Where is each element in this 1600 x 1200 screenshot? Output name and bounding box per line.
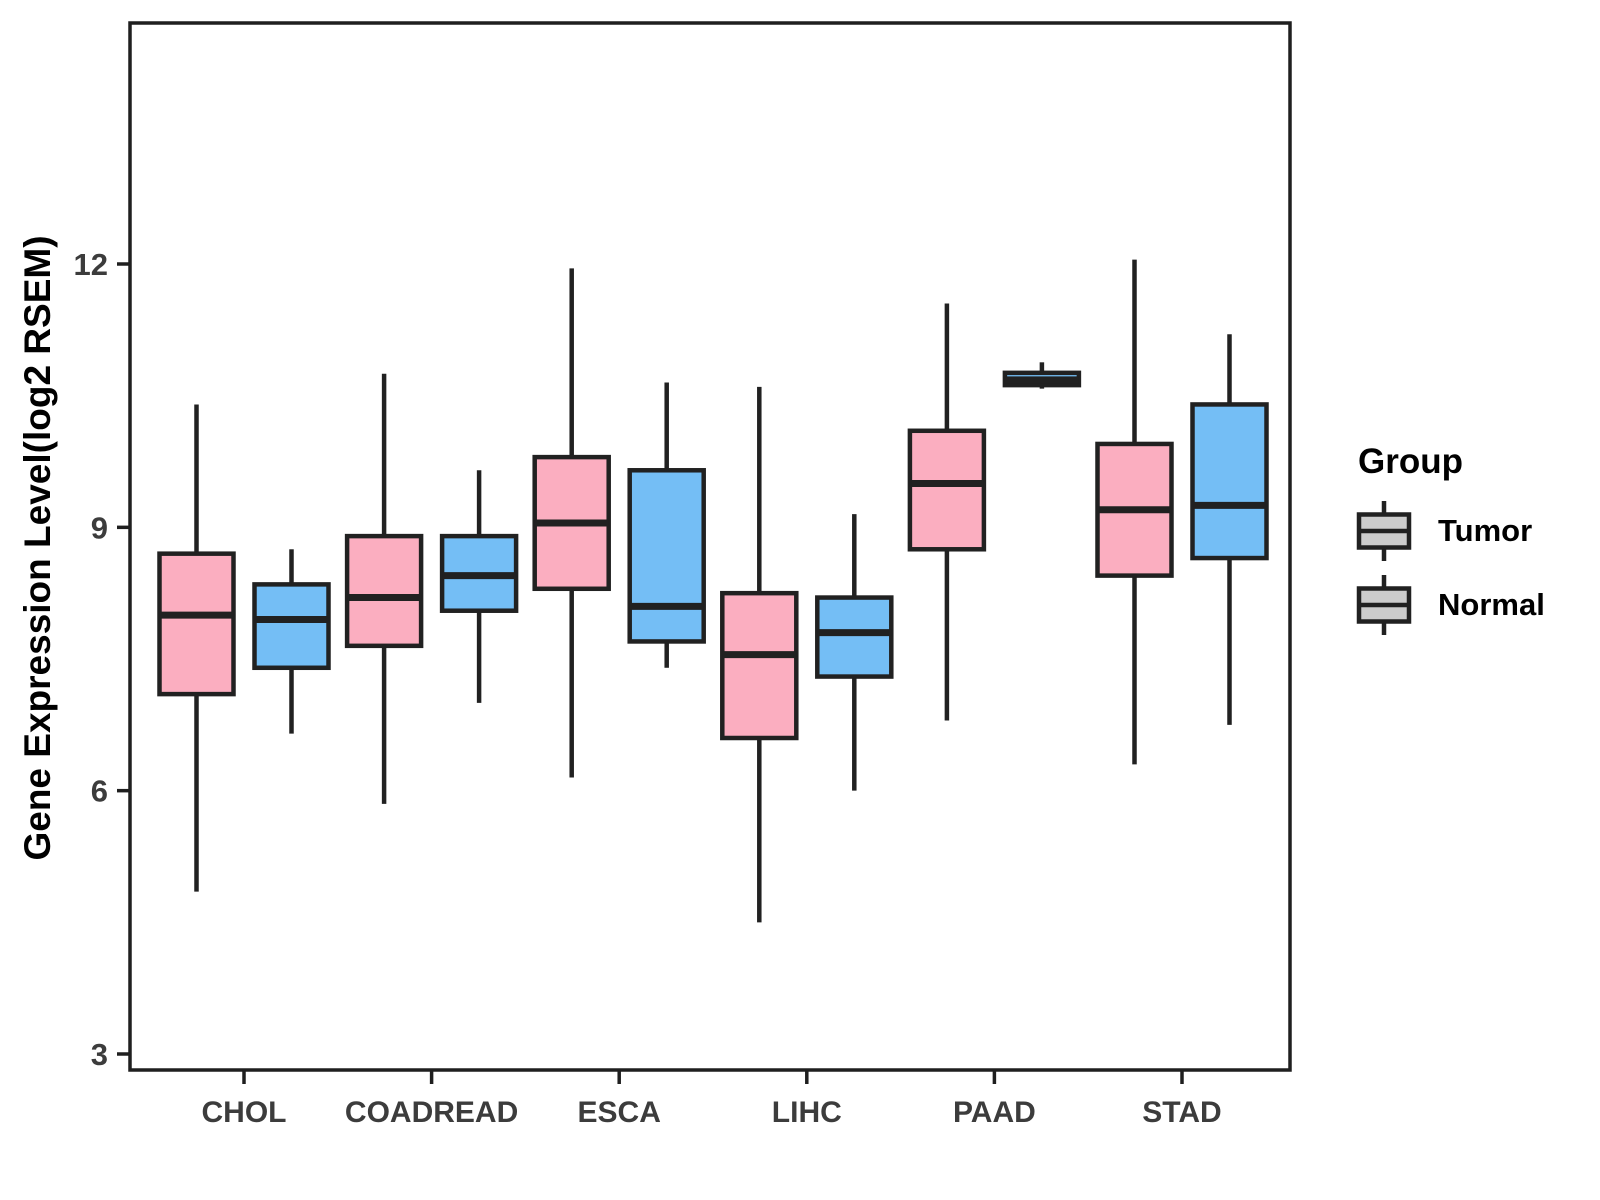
box-tumor-LIHC	[720, 590, 799, 741]
box-normal-LIHC	[815, 595, 894, 679]
legend-entry-tumor: Tumor	[1356, 498, 1586, 564]
box-tumor-COADREAD	[344, 533, 424, 649]
box-tumor-CHOL	[157, 551, 236, 697]
legend-label-tumor: Tumor	[1438, 513, 1533, 548]
x-tick-label-ESCA: ESCA	[578, 1096, 661, 1129]
legend-label-normal: Normal	[1438, 587, 1545, 622]
y-tick-label-6: 6	[91, 774, 108, 809]
x-tick-label-PAAD: PAAD	[953, 1096, 1036, 1129]
tumor-boxplot-key-icon	[1356, 501, 1412, 561]
x-tick-label-STAD: STAD	[1142, 1096, 1221, 1129]
legend-title: Group	[1358, 442, 1463, 481]
legend-entry-normal: Normal	[1356, 572, 1586, 638]
x-tick-label-CHOL: CHOL	[202, 1096, 287, 1129]
y-tick-label-12: 12	[74, 247, 108, 282]
y-axis-title: Gene Expression Level(log2 RSEM)	[17, 235, 58, 861]
x-tick-label-LIHC: LIHC	[772, 1096, 842, 1129]
box-normal-ESCA	[627, 468, 706, 644]
box-normal-CHOL	[252, 582, 331, 671]
box-tumor-PAAD	[907, 428, 987, 552]
box-normal-STAD	[1190, 402, 1269, 561]
normal-boxplot-key-icon	[1356, 575, 1412, 635]
legend: Group Tumor Normal	[1356, 442, 1586, 638]
y-tick-label-9: 9	[91, 510, 108, 545]
x-tick-label-COADREAD: COADREAD	[345, 1096, 518, 1129]
panel-border	[128, 21, 1292, 1072]
y-tick-label-3: 3	[91, 1037, 108, 1072]
